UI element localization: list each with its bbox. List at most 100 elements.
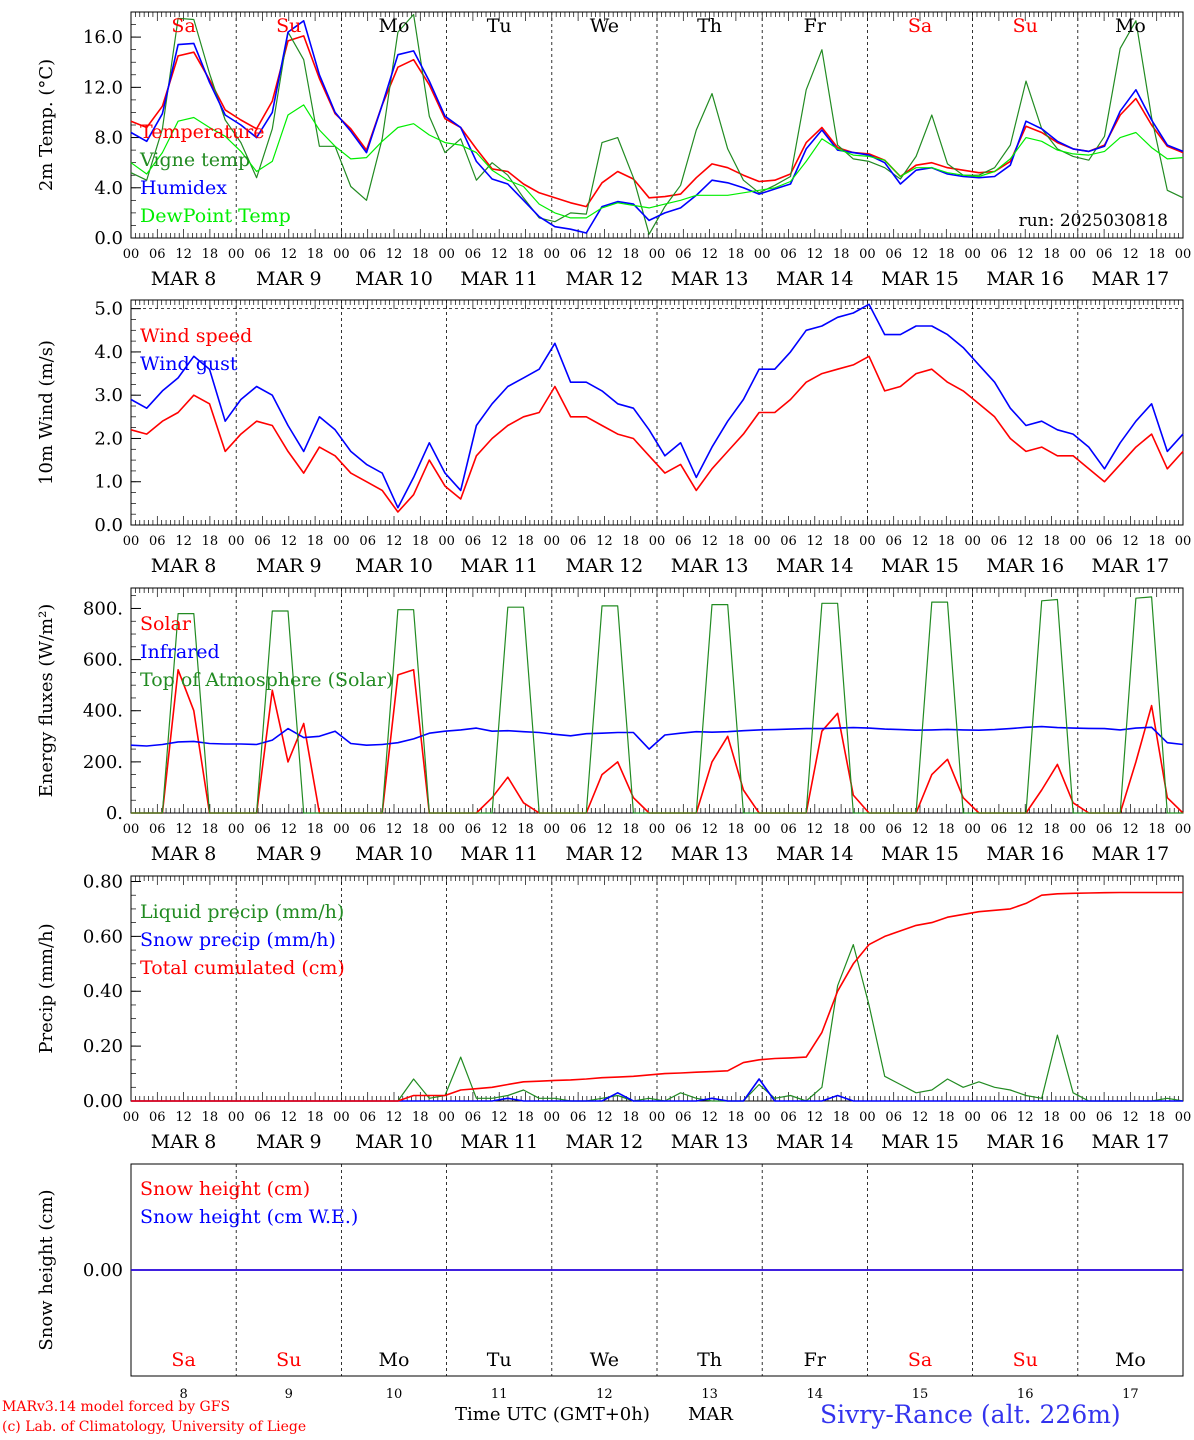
hour-tick-label: 18 [938, 247, 955, 262]
hour-tick-label: 00 [754, 247, 771, 262]
hour-tick-label: 12 [281, 534, 298, 549]
hour-tick-label: 12 [807, 534, 824, 549]
date-label: MAR 8 [151, 555, 217, 577]
hour-tick-label: 12 [596, 247, 613, 262]
y-tick-label: 0.40 [83, 981, 123, 1002]
series-line [130, 19, 1184, 234]
hour-tick-label: 18 [307, 247, 324, 262]
date-label: MAR 16 [986, 555, 1064, 577]
weekday-label: Mo [379, 1349, 410, 1371]
hour-tick-label: 06 [254, 247, 271, 262]
hour-tick-label: 18 [728, 1110, 745, 1125]
hour-tick-label: 06 [1096, 1110, 1113, 1125]
hour-tick-label: 00 [964, 247, 981, 262]
date-label: MAR 12 [566, 843, 644, 865]
y-tick-label: 0.80 [83, 871, 123, 892]
hour-tick-label: 18 [1148, 534, 1165, 549]
hour-tick-label: 18 [833, 534, 850, 549]
legend-entry: Wind speed [140, 325, 252, 347]
day-number-label: 10 [386, 1387, 403, 1402]
date-label: MAR 14 [776, 843, 854, 865]
hour-tick-label: 12 [1122, 1110, 1139, 1125]
hour-tick-label: 00 [438, 247, 455, 262]
hour-tick-label: 18 [1148, 822, 1165, 837]
panel-2 [130, 299, 1184, 526]
hour-tick-label: 12 [175, 247, 192, 262]
hour-tick-label: 00 [859, 1110, 876, 1125]
hour-tick-label: 18 [517, 534, 534, 549]
hour-tick-label: 18 [202, 247, 219, 262]
hour-tick-label: 12 [701, 822, 718, 837]
date-label: MAR 9 [256, 1131, 322, 1153]
hour-tick-label: 00 [438, 822, 455, 837]
y-axis-label: Precip (mm/h) [36, 923, 57, 1053]
hour-tick-label: 06 [1096, 822, 1113, 837]
y-tick-label: 0. [106, 803, 123, 824]
credit-model: MARv3.14 model forced by GFS [2, 1399, 231, 1415]
day-number-label: 8 [179, 1387, 187, 1402]
hour-tick-label: 12 [1122, 822, 1139, 837]
hour-tick-label: 06 [254, 822, 271, 837]
hour-tick-label: 06 [570, 1110, 587, 1125]
legend-entry: Infrared [140, 641, 220, 663]
weekday-label: Su [276, 1349, 301, 1371]
hour-tick-label: 18 [412, 1110, 429, 1125]
panel-4 [130, 875, 1184, 1102]
weekday-label: Sa [908, 15, 932, 37]
hour-tick-label: 06 [465, 1110, 482, 1125]
legend-entry: Wind gust [140, 353, 238, 375]
hour-tick-label: 18 [833, 822, 850, 837]
day-number-label: 17 [1122, 1387, 1139, 1402]
hour-tick-label: 12 [175, 1110, 192, 1125]
hour-tick-label: 00 [544, 822, 561, 837]
legend-entry: Snow height (cm W.E.) [140, 1206, 358, 1228]
date-label: MAR 9 [256, 843, 322, 865]
hour-tick-label: 06 [570, 822, 587, 837]
legend-entry: Total cumulated (cm) [140, 957, 345, 979]
hour-tick-label: 06 [465, 247, 482, 262]
hour-tick-label: 12 [912, 534, 929, 549]
legend-entry: Humidex [140, 177, 227, 199]
hour-tick-label: 00 [228, 247, 245, 262]
legend-entry: DewPoint Temp [140, 205, 291, 227]
date-label: MAR 14 [776, 1131, 854, 1153]
legend-entry: Snow height (cm) [140, 1178, 310, 1200]
hour-tick-label: 18 [307, 534, 324, 549]
day-number-label: 12 [596, 1387, 613, 1402]
weekday-label: Th [697, 15, 722, 37]
date-label: MAR 8 [151, 1131, 217, 1153]
hour-tick-label: 06 [465, 534, 482, 549]
hour-tick-label: 18 [833, 247, 850, 262]
date-label: MAR 10 [355, 843, 433, 865]
day-number-label: 16 [1017, 1387, 1034, 1402]
weekday-label: Mo [1115, 15, 1146, 37]
hour-tick-label: 18 [307, 822, 324, 837]
date-label: MAR 13 [671, 843, 749, 865]
hour-tick-label: 12 [596, 822, 613, 837]
hour-tick-label: 12 [386, 822, 403, 837]
hour-tick-label: 06 [254, 1110, 271, 1125]
hour-tick-label: 00 [333, 822, 350, 837]
y-axis-label: 10m Wind (m/s) [36, 340, 57, 485]
weekday-label: Tu [487, 1349, 512, 1371]
date-label: MAR 13 [671, 1131, 749, 1153]
hour-tick-label: 00 [228, 534, 245, 549]
hour-tick-label: 00 [1175, 534, 1192, 549]
hour-tick-label: 18 [833, 1110, 850, 1125]
legend-entry: Vigne temp [139, 149, 250, 171]
hour-tick-label: 06 [465, 822, 482, 837]
hour-tick-label: 00 [544, 534, 561, 549]
hour-tick-label: 00 [1070, 247, 1087, 262]
y-tick-label: 0.20 [83, 1036, 123, 1057]
hour-tick-label: 00 [649, 822, 666, 837]
hour-tick-label: 18 [622, 1110, 639, 1125]
weekday-label: Sa [171, 15, 195, 37]
hour-tick-label: 00 [754, 1110, 771, 1125]
date-label: MAR 14 [776, 268, 854, 290]
hour-tick-label: 18 [202, 822, 219, 837]
date-label: MAR 8 [151, 843, 217, 865]
y-tick-label: 0.00 [83, 1260, 123, 1281]
date-label: MAR 16 [986, 1131, 1064, 1153]
date-label: MAR 15 [881, 1131, 959, 1153]
date-label: MAR 10 [355, 268, 433, 290]
